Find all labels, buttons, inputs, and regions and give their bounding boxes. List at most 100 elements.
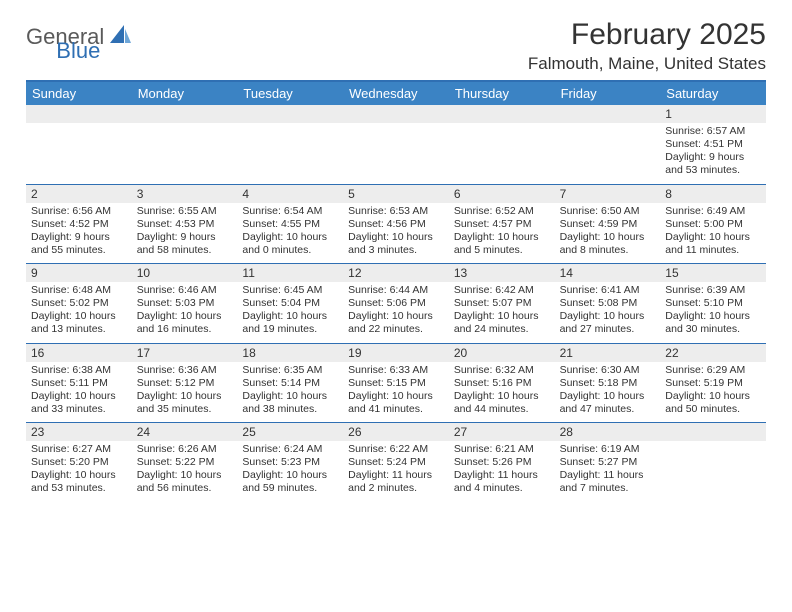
calendar-cell: Sunrise: 6:36 AMSunset: 5:12 PMDaylight:… [132, 362, 238, 423]
daylight-text-1: Daylight: 10 hours [242, 231, 338, 244]
sunset-text: Sunset: 5:04 PM [242, 297, 338, 310]
calendar-cell: Sunrise: 6:27 AMSunset: 5:20 PMDaylight:… [26, 441, 132, 502]
day-content-band: Sunrise: 6:56 AMSunset: 4:52 PMDaylight:… [26, 203, 766, 264]
sunset-text: Sunset: 5:10 PM [665, 297, 761, 310]
day-number [26, 105, 132, 123]
sunset-text: Sunset: 4:53 PM [137, 218, 233, 231]
day-number: 28 [555, 423, 661, 441]
day-number: 25 [237, 423, 343, 441]
daylight-text-2: and 53 minutes. [665, 164, 761, 177]
day-number: 5 [343, 185, 449, 203]
daylight-text-2: and 38 minutes. [242, 403, 338, 416]
daylight-text-2: and 30 minutes. [665, 323, 761, 336]
calendar-cell: Sunrise: 6:52 AMSunset: 4:57 PMDaylight:… [449, 203, 555, 264]
daylight-text-2: and 41 minutes. [348, 403, 444, 416]
daylight-text-1: Daylight: 10 hours [137, 390, 233, 403]
daylight-text-2: and 3 minutes. [348, 244, 444, 257]
daylight-text-2: and 55 minutes. [31, 244, 127, 257]
day-number-band: 9101112131415 [26, 264, 766, 282]
daylight-text-1: Daylight: 10 hours [348, 390, 444, 403]
calendar-cell: Sunrise: 6:49 AMSunset: 5:00 PMDaylight:… [660, 203, 766, 264]
calendar-cell [449, 123, 555, 184]
daylight-text-2: and 2 minutes. [348, 482, 444, 495]
title-block: February 2025 Falmouth, Maine, United St… [528, 18, 766, 74]
calendar-cell: Sunrise: 6:38 AMSunset: 5:11 PMDaylight:… [26, 362, 132, 423]
calendar-cell: Sunrise: 6:53 AMSunset: 4:56 PMDaylight:… [343, 203, 449, 264]
sunrise-text: Sunrise: 6:22 AM [348, 443, 444, 456]
calendar-cell: Sunrise: 6:21 AMSunset: 5:26 PMDaylight:… [449, 441, 555, 502]
sunrise-text: Sunrise: 6:57 AM [665, 125, 761, 138]
daylight-text-2: and 35 minutes. [137, 403, 233, 416]
sunset-text: Sunset: 4:56 PM [348, 218, 444, 231]
calendar-week: 9101112131415Sunrise: 6:48 AMSunset: 5:0… [26, 264, 766, 344]
daylight-text-1: Daylight: 10 hours [137, 469, 233, 482]
calendar-cell: Sunrise: 6:33 AMSunset: 5:15 PMDaylight:… [343, 362, 449, 423]
day-number [555, 105, 661, 123]
daylight-text-2: and 58 minutes. [137, 244, 233, 257]
sunrise-text: Sunrise: 6:49 AM [665, 205, 761, 218]
weekday-label: Saturday [660, 82, 766, 105]
day-content-band: Sunrise: 6:38 AMSunset: 5:11 PMDaylight:… [26, 362, 766, 423]
day-number-band: 232425262728 [26, 423, 766, 441]
daylight-text-1: Daylight: 10 hours [454, 310, 550, 323]
sunset-text: Sunset: 5:27 PM [560, 456, 656, 469]
sunset-text: Sunset: 5:26 PM [454, 456, 550, 469]
sunset-text: Sunset: 5:08 PM [560, 297, 656, 310]
day-number [237, 105, 343, 123]
calendar-cell: Sunrise: 6:42 AMSunset: 5:07 PMDaylight:… [449, 282, 555, 343]
sunrise-text: Sunrise: 6:36 AM [137, 364, 233, 377]
day-number [132, 105, 238, 123]
sunset-text: Sunset: 5:14 PM [242, 377, 338, 390]
calendar-cell: Sunrise: 6:19 AMSunset: 5:27 PMDaylight:… [555, 441, 661, 502]
sunset-text: Sunset: 5:19 PM [665, 377, 761, 390]
sunset-text: Sunset: 5:02 PM [31, 297, 127, 310]
day-number: 27 [449, 423, 555, 441]
daylight-text-1: Daylight: 10 hours [242, 469, 338, 482]
calendar-cell: Sunrise: 6:22 AMSunset: 5:24 PMDaylight:… [343, 441, 449, 502]
calendar-cell [660, 441, 766, 502]
day-number: 2 [26, 185, 132, 203]
daylight-text-1: Daylight: 10 hours [665, 310, 761, 323]
sunrise-text: Sunrise: 6:54 AM [242, 205, 338, 218]
daylight-text-2: and 33 minutes. [31, 403, 127, 416]
sunset-text: Sunset: 5:07 PM [454, 297, 550, 310]
sunrise-text: Sunrise: 6:41 AM [560, 284, 656, 297]
sunrise-text: Sunrise: 6:50 AM [560, 205, 656, 218]
calendar-cell: Sunrise: 6:45 AMSunset: 5:04 PMDaylight:… [237, 282, 343, 343]
day-number: 24 [132, 423, 238, 441]
sunrise-text: Sunrise: 6:32 AM [454, 364, 550, 377]
day-number: 4 [237, 185, 343, 203]
sunset-text: Sunset: 5:16 PM [454, 377, 550, 390]
day-number: 9 [26, 264, 132, 282]
daylight-text-1: Daylight: 10 hours [31, 310, 127, 323]
sunrise-text: Sunrise: 6:52 AM [454, 205, 550, 218]
calendar-week: 16171819202122Sunrise: 6:38 AMSunset: 5:… [26, 344, 766, 424]
sunset-text: Sunset: 5:24 PM [348, 456, 444, 469]
weekday-header: Sunday Monday Tuesday Wednesday Thursday… [26, 82, 766, 105]
day-number: 21 [555, 344, 661, 362]
daylight-text-2: and 8 minutes. [560, 244, 656, 257]
daylight-text-2: and 13 minutes. [31, 323, 127, 336]
sunrise-text: Sunrise: 6:48 AM [31, 284, 127, 297]
weekday-label: Wednesday [343, 82, 449, 105]
sunset-text: Sunset: 5:15 PM [348, 377, 444, 390]
sunrise-text: Sunrise: 6:21 AM [454, 443, 550, 456]
daylight-text-1: Daylight: 9 hours [31, 231, 127, 244]
calendar-cell [343, 123, 449, 184]
daylight-text-2: and 19 minutes. [242, 323, 338, 336]
weekday-label: Thursday [449, 82, 555, 105]
calendar-cell: Sunrise: 6:55 AMSunset: 4:53 PMDaylight:… [132, 203, 238, 264]
day-number: 26 [343, 423, 449, 441]
calendar-cell: Sunrise: 6:54 AMSunset: 4:55 PMDaylight:… [237, 203, 343, 264]
sunset-text: Sunset: 5:22 PM [137, 456, 233, 469]
day-number: 18 [237, 344, 343, 362]
sunset-text: Sunset: 5:12 PM [137, 377, 233, 390]
daylight-text-2: and 50 minutes. [665, 403, 761, 416]
daylight-text-1: Daylight: 10 hours [348, 231, 444, 244]
day-number: 3 [132, 185, 238, 203]
brand-sail-icon [110, 25, 132, 50]
weekday-label: Sunday [26, 82, 132, 105]
day-number: 22 [660, 344, 766, 362]
calendar-cell [555, 123, 661, 184]
daylight-text-2: and 7 minutes. [560, 482, 656, 495]
